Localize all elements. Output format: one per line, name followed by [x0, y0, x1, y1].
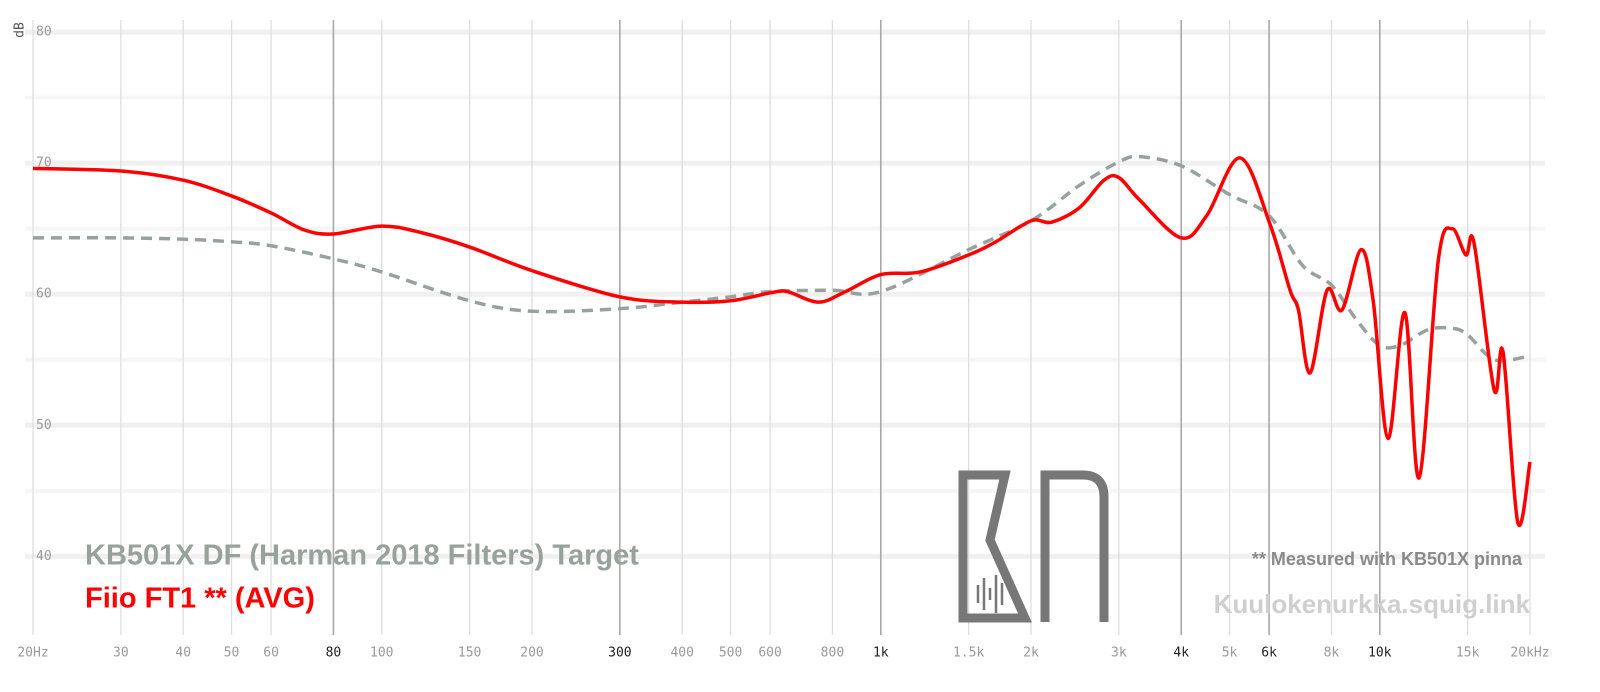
x-tick-label: 20Hz	[17, 646, 48, 661]
x-tick-label: 150	[458, 646, 481, 661]
x-tick-label: 5k	[1222, 646, 1238, 661]
x-tick-label: 8k	[1324, 646, 1340, 661]
x-tick-label: 40	[175, 646, 191, 661]
x-tick-label: 500	[719, 646, 742, 661]
logo-wave	[976, 575, 1004, 613]
x-tick-label: 50	[224, 646, 240, 661]
x-tick-label: 400	[670, 646, 693, 661]
x-tick-label: 100	[370, 646, 393, 661]
y-axis-label: dB	[13, 22, 28, 38]
logo	[958, 470, 1109, 623]
x-tick-label: 15k	[1456, 646, 1480, 661]
y-tick-label: 60	[36, 287, 52, 302]
y-tick-label: 40	[36, 549, 52, 564]
watermark: Kuulokenurkka.squig.link	[1214, 589, 1531, 619]
plot	[32, 154, 1532, 528]
x-tick-label: 10k	[1368, 646, 1392, 661]
x-tick-label: 1.5k	[953, 646, 984, 661]
series-line	[32, 154, 1531, 363]
x-tick-label: 4k	[1173, 646, 1189, 661]
x-tick-label: 20kHz	[1510, 646, 1549, 661]
x-tick-label: 300	[608, 646, 631, 661]
x-tick-label: 60	[263, 646, 279, 661]
grid	[25, 20, 1545, 635]
y-tick-label: 80	[36, 25, 52, 40]
series-line	[32, 156, 1532, 528]
x-tick-label: 6k	[1261, 646, 1277, 661]
logo-k	[958, 470, 1032, 623]
y-tick-label: 70	[36, 156, 52, 171]
x-tick-label: 200	[520, 646, 543, 661]
logo-n	[1040, 470, 1109, 622]
x-tick-label: 600	[758, 646, 781, 661]
x-tick-label: 80	[326, 646, 342, 661]
legend-entry: Fiio FT1 ** (AVG)	[85, 583, 315, 615]
legend-entry: KB501X DF (Harman 2018 Filters) Target	[85, 540, 639, 572]
x-tick-label: 3k	[1111, 646, 1127, 661]
annotation: ** Measured with KB501X pinna	[1252, 549, 1523, 569]
x-tick-label: 800	[821, 646, 844, 661]
x-tick-label: 2k	[1023, 646, 1039, 661]
x-tick-label: 1k	[873, 646, 889, 661]
x-tick-label: 30	[113, 646, 129, 661]
y-tick-label: 50	[36, 418, 52, 433]
